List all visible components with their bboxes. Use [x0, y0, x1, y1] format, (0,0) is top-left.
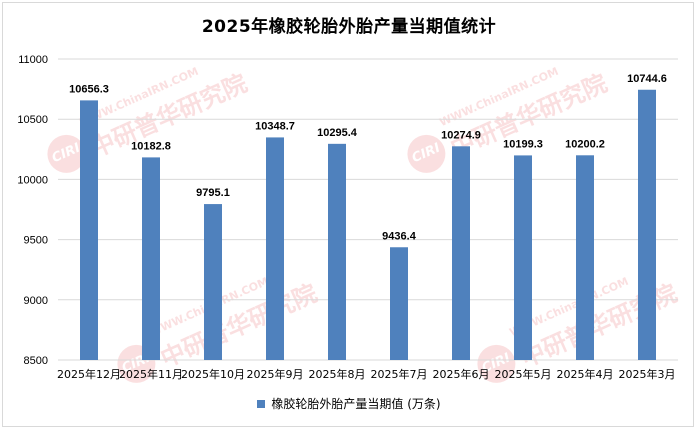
x-tick-label: 2025年6月: [433, 367, 490, 381]
bar: [328, 143, 346, 360]
bar: [80, 100, 98, 361]
y-tick-label: 10000: [17, 174, 48, 186]
data-label: 9795.1: [196, 187, 230, 199]
bar: [638, 89, 656, 361]
x-tick-label: 2025年8月: [309, 367, 366, 381]
data-label: 9436.4: [382, 230, 417, 242]
bar: [266, 137, 284, 360]
x-tick-label: 2025年12月: [57, 367, 121, 381]
data-label: 10656.3: [69, 83, 109, 95]
data-label: 10744.6: [627, 73, 667, 85]
bar: [452, 146, 470, 360]
x-tick-label: 2025年3月: [619, 367, 676, 381]
x-tick-label: 2025年5月: [495, 367, 552, 381]
data-label: 10182.8: [131, 140, 171, 152]
legend-label: 橡胶轮胎外胎产量当期值 (万条): [271, 397, 441, 411]
y-tick-label: 9000: [24, 295, 48, 307]
y-tick-label: 10500: [17, 114, 48, 126]
y-tick-label: 11000: [18, 54, 48, 66]
bar: [576, 155, 594, 360]
data-label: 10274.9: [441, 129, 481, 141]
x-tick-label: 2025年4月: [557, 367, 614, 381]
legend: 橡胶轮胎外胎产量当期值 (万条): [0, 395, 698, 412]
bar: [142, 157, 160, 360]
data-label: 10295.4: [317, 127, 358, 139]
bar: [390, 247, 408, 360]
bar: [204, 204, 222, 360]
x-tick-label: 2025年7月: [371, 367, 428, 381]
data-label: 10200.2: [565, 138, 605, 150]
data-label: 10199.3: [503, 138, 543, 150]
data-label: 10348.7: [255, 120, 295, 132]
y-tick-label: 9500: [24, 235, 48, 247]
legend-swatch: [257, 399, 266, 408]
x-tick-label: 2025年9月: [247, 367, 304, 381]
x-tick-label: 2025年11月: [119, 367, 183, 381]
x-tick-label: 2025年10月: [181, 367, 245, 381]
bar: [514, 155, 532, 360]
chart-title: 2025年橡胶轮胎外胎产量当期值统计: [201, 17, 497, 37]
y-tick-label: 8500: [24, 355, 48, 367]
